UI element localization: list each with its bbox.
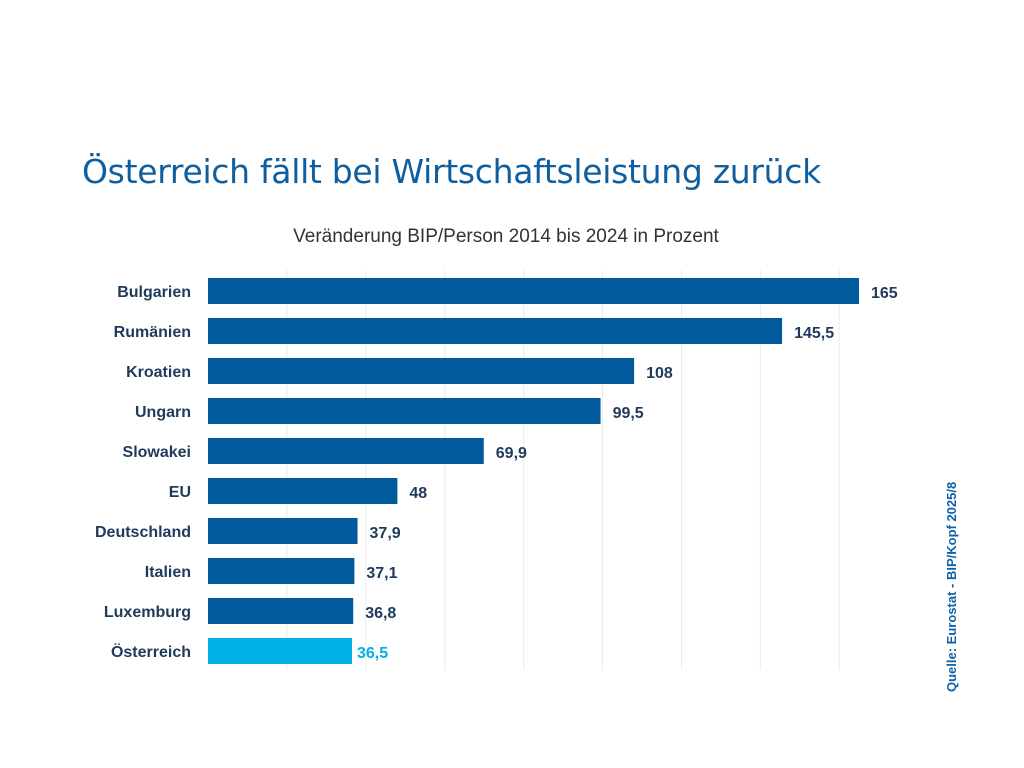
value-label: 145,5 [794,325,834,342]
value-label: 99,5 [613,405,644,422]
chart-subtitle: Veränderung BIP/Person 2014 bis 2024 in … [293,226,719,247]
category-label: Bulgarien [117,284,191,301]
value-label: 36,5 [357,645,388,662]
bar [208,478,398,504]
category-label: Österreich [111,642,191,661]
category-label: Luxemburg [104,604,191,621]
bar [208,598,354,624]
chart-title: Österreich fällt bei Wirtschaftsleistung… [82,152,821,191]
category-label: EU [169,484,191,501]
bar [208,278,859,304]
value-label: 48 [409,485,427,502]
value-label: 108 [646,365,673,382]
bar [208,438,484,464]
bar [208,318,783,344]
category-label: Ungarn [135,404,191,421]
bar [208,398,601,424]
bar [208,638,353,664]
value-label: 69,9 [496,445,527,462]
category-label: Deutschland [95,524,191,541]
value-label: 36,8 [365,605,396,622]
bar [208,558,355,584]
category-label: Slowakei [123,444,191,461]
category-label: Italien [145,564,191,581]
bar [208,358,635,384]
value-label: 37,1 [366,565,397,582]
category-label: Rumänien [114,324,191,341]
value-label: 165 [871,285,898,302]
category-label: Kroatien [126,364,191,381]
value-label: 37,9 [370,525,401,542]
bar [208,518,358,544]
